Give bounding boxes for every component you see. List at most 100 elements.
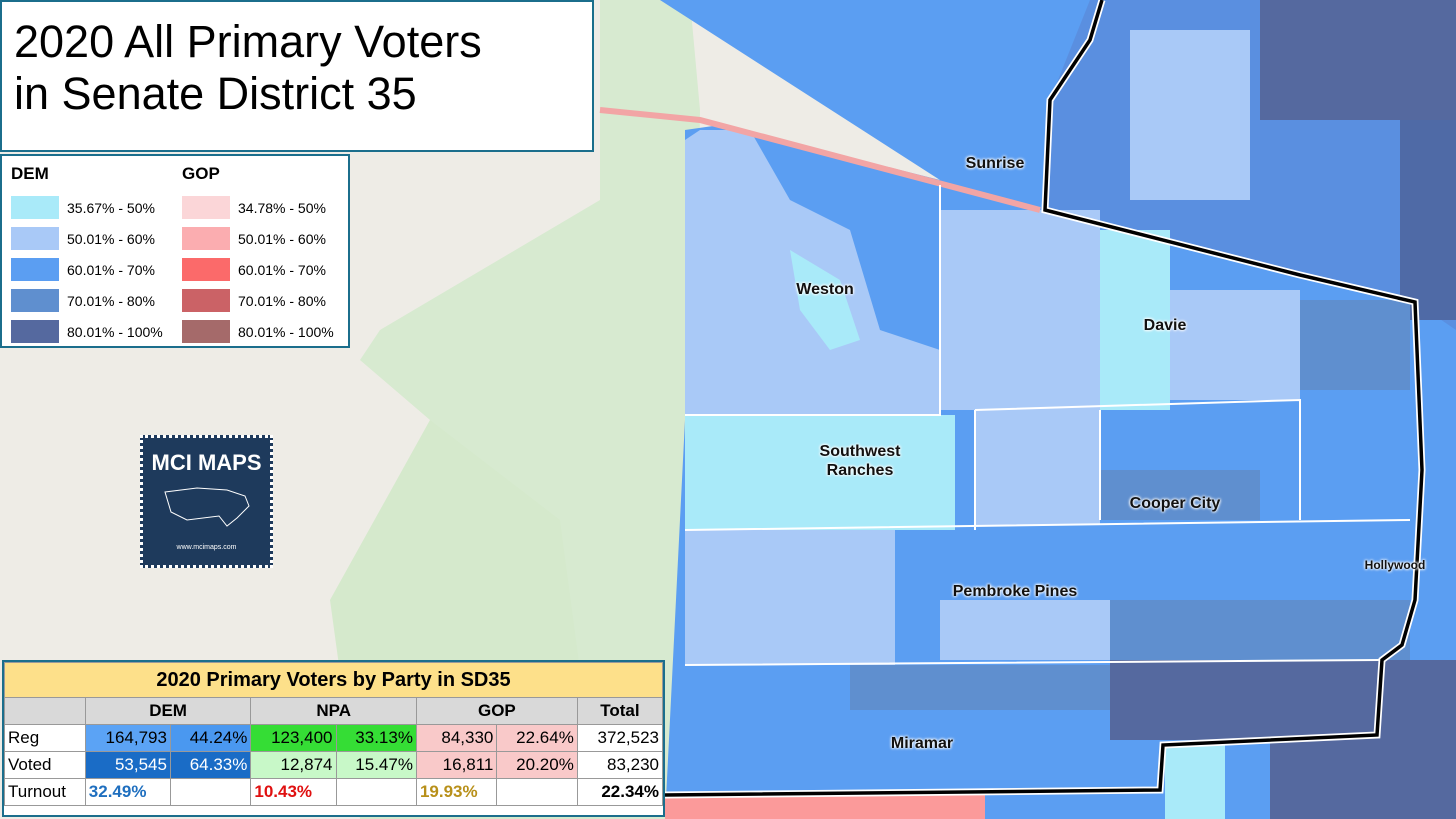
table-cell: 22.34% xyxy=(576,778,664,806)
title-line: in Senate District 35 xyxy=(14,68,417,119)
table-row: Reg 164,793 44.24% 123,400 33.13% 84,330 22.64… xyxy=(4,724,664,752)
table-header-row: DEM NPA GOP Total xyxy=(4,697,664,725)
table-title-row: 2020 Primary Voters by Party in SD35 xyxy=(4,662,663,698)
city-boundary xyxy=(684,185,1411,666)
header-cell: DEM xyxy=(84,697,252,725)
place-label: Cooper City xyxy=(1129,495,1221,512)
legend-heading: GOP xyxy=(182,164,220,183)
table-cell: 53,545 xyxy=(84,751,171,779)
table-cell: 12,874 xyxy=(250,751,337,779)
precinct xyxy=(665,795,985,819)
precinct xyxy=(1100,230,1170,410)
table-cell: 19.93% xyxy=(415,778,498,806)
wetland xyxy=(360,0,700,819)
precinct xyxy=(1130,30,1250,200)
place-label: Weston xyxy=(796,281,854,298)
title-box: 2020 All Primary Voters in Senate Distri… xyxy=(0,0,594,152)
precinct xyxy=(1300,300,1410,390)
legend-label: 70.01% - 80% xyxy=(238,292,326,309)
legend-heading: DEM xyxy=(11,164,49,183)
legend-swatch xyxy=(11,320,59,343)
legend-item: 35.67% - 50% xyxy=(11,192,163,223)
table-cell: 20.20% xyxy=(496,751,578,779)
logo-title: MCI MAPS xyxy=(151,450,262,475)
legend-swatch xyxy=(182,289,230,312)
precinct xyxy=(940,210,1100,410)
header-cell: NPA xyxy=(250,697,417,725)
table-cell: 32.49% xyxy=(84,778,171,806)
precinct xyxy=(1165,745,1225,819)
precinct xyxy=(685,415,955,530)
legend-label: 60.01% - 70% xyxy=(238,261,326,278)
table-cell: 22.64% xyxy=(496,724,578,752)
place-label: Sunrise xyxy=(965,155,1025,172)
legend: DEM 35.67% - 50% 50.01% - 60% 60.01% - 70% 7… xyxy=(0,154,350,348)
legend-item: 80.01% - 100% xyxy=(182,316,334,347)
precinct xyxy=(940,600,1110,660)
place-label: Southwest Ranches xyxy=(819,443,901,479)
table-row: Turnout 32.49% 10.43% 19.93% 22.34% xyxy=(4,778,664,806)
table-cell: 33.13% xyxy=(335,724,417,752)
row-label: Turnout xyxy=(4,778,86,806)
highway xyxy=(599,107,1041,213)
table-cell: 64.33% xyxy=(169,751,252,779)
precinct xyxy=(1400,120,1456,320)
precinct xyxy=(1170,290,1300,400)
legend-item: 60.01% - 70% xyxy=(182,254,334,285)
table-cell: 16,811 xyxy=(415,751,498,779)
legend-swatch xyxy=(182,258,230,281)
legend-label: 50.01% - 60% xyxy=(238,230,326,247)
precinct xyxy=(1110,600,1410,660)
legend-swatch xyxy=(11,289,59,312)
precinct xyxy=(685,530,895,665)
table-cell: 164,793 xyxy=(84,724,171,752)
legend-item: 80.01% - 100% xyxy=(11,316,163,347)
row-label: Voted xyxy=(4,751,86,779)
legend-label: 80.01% - 100% xyxy=(67,323,163,340)
legend-item: 60.01% - 70% xyxy=(11,254,163,285)
legend-swatch xyxy=(182,196,230,219)
precinct xyxy=(975,410,1100,525)
row-label: Reg xyxy=(4,724,86,752)
logo-url: www.mcimaps.com xyxy=(176,544,237,551)
precinct xyxy=(1100,470,1260,520)
logo: MCI MAPS www.mcimaps.com xyxy=(140,435,273,568)
place-label: Davie xyxy=(1143,317,1187,334)
table-title: 2020 Primary Voters by Party in SD35 xyxy=(4,662,663,698)
header-cell: Total xyxy=(576,697,664,725)
precinct xyxy=(1260,0,1456,120)
legend-label: 70.01% - 80% xyxy=(67,292,155,309)
legend-label: 50.01% - 60% xyxy=(67,230,155,247)
table-box: 2020 Primary Voters by Party in SD35 DEM N… xyxy=(2,660,665,817)
legend-swatch xyxy=(182,320,230,343)
legend-swatch xyxy=(182,227,230,250)
table-cell: 372,523 xyxy=(576,724,664,752)
legend-swatch xyxy=(11,227,59,250)
table-row: Voted 53,545 64.33% 12,874 15.47% 16,811 20.20… xyxy=(4,751,664,779)
table-cell: 123,400 xyxy=(250,724,337,752)
legend-group: GOP 34.78% - 50% 50.01% - 60% 60.01% - 70% 7… xyxy=(182,164,334,347)
header-cell xyxy=(4,697,86,725)
legend-item: 70.01% - 80% xyxy=(182,285,334,316)
legend-label: 35.67% - 50% xyxy=(67,199,155,216)
table-cell: 10.43% xyxy=(250,778,337,806)
table-cell: 15.47% xyxy=(335,751,417,779)
legend-group: DEM 35.67% - 50% 50.01% - 60% 60.01% - 70% 7… xyxy=(11,164,163,347)
table-cell-empty xyxy=(496,778,578,806)
legend-item: 70.01% - 80% xyxy=(11,285,163,316)
legend-item: 34.78% - 50% xyxy=(182,192,334,223)
district-outline xyxy=(664,0,1424,797)
logo-map xyxy=(163,487,250,527)
precinct xyxy=(850,665,1110,710)
logo-outline xyxy=(163,487,250,527)
table-cell: 83,230 xyxy=(576,751,664,779)
table-cell-empty xyxy=(335,778,417,806)
title-line: 2020 All Primary Voters xyxy=(14,16,482,67)
legend-swatch xyxy=(11,196,59,219)
table-cell: 84,330 xyxy=(415,724,498,752)
legend-label: 80.01% - 100% xyxy=(238,323,334,340)
place-label: Pembroke Pines xyxy=(952,583,1078,600)
table-cell-empty xyxy=(169,778,252,806)
legend-label: 60.01% - 70% xyxy=(67,261,155,278)
